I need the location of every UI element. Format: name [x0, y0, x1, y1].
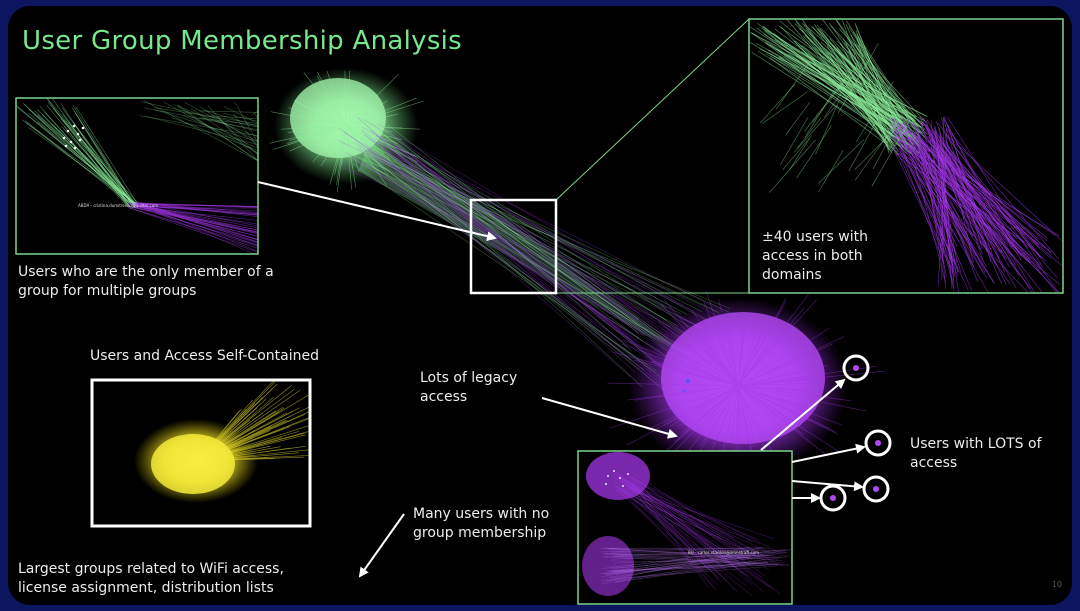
only-member-inset	[16, 98, 258, 254]
lots-of-access-inset	[578, 451, 792, 604]
zoom-inset	[749, 19, 1063, 293]
self-contained-inset	[92, 380, 310, 526]
zoom-connector-top	[555, 18, 750, 201]
no-membership-arrow	[358, 513, 405, 578]
lots-of-access-inset-frame	[577, 450, 793, 605]
inset-node-label-bottom: BU - carlos.stanton@zmnstraft.com	[688, 550, 760, 555]
only-member-arrow	[257, 181, 497, 242]
self-contained-inset-frame	[90, 378, 312, 528]
slide: User Group Membership Analysis ABDA - cr…	[8, 6, 1072, 605]
outlier-nodes	[830, 365, 881, 501]
slide-title: User Group Membership Analysis	[22, 26, 463, 56]
callout-arrows	[257, 181, 866, 578]
page-number: 10	[1051, 580, 1062, 589]
zoom-inset-frame	[748, 18, 1064, 294]
zoom-source-box	[469, 198, 558, 295]
lots-of-access-caption: Users with LOTS of access	[910, 436, 1042, 471]
high-access-circles	[819, 354, 892, 512]
lots-access-arrow-2	[791, 443, 866, 463]
no-membership-caption: Many users with no group membership	[413, 506, 550, 541]
only-member-caption: Users who are the only member of a group…	[18, 264, 274, 299]
only-member-inset-frame	[15, 97, 259, 255]
purple-cluster	[607, 290, 886, 487]
network-graph-illustration	[15, 18, 1064, 605]
both-domains-caption: ±40 users with access in both domains	[762, 229, 868, 283]
self-contained-caption: Users and Access Self-Contained	[90, 348, 319, 364]
lots-access-arrow-1	[760, 378, 846, 451]
inset-node-label-top: ABDA - cristina.dumitrescu@quilter.com	[78, 203, 159, 208]
legacy-arrow	[541, 397, 678, 439]
largest-groups-caption: Largest groups related to WiFi access, l…	[18, 561, 284, 596]
legacy-caption: Lots of legacy access	[420, 370, 518, 405]
lots-access-arrow-3	[791, 480, 864, 492]
